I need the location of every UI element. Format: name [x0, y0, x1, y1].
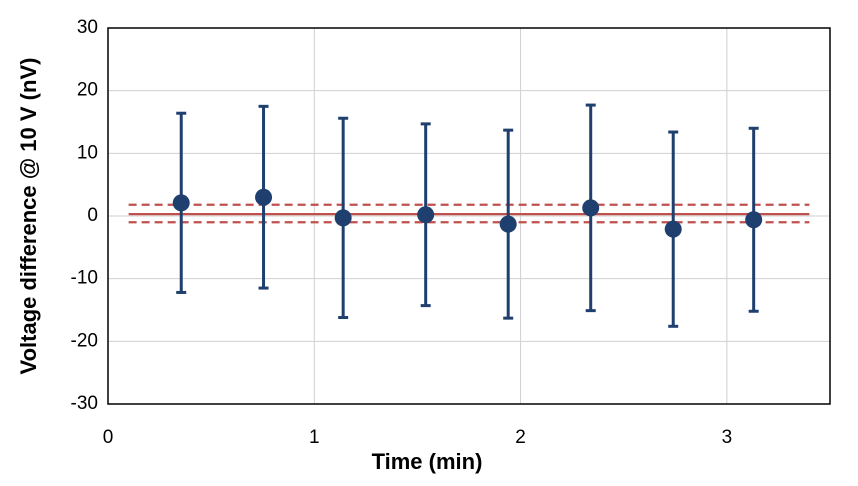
- plot-border: [107, 27, 831, 405]
- point: [334, 209, 352, 227]
- x-tick-label: 2: [515, 427, 526, 448]
- y-tick-label: 30: [77, 17, 98, 38]
- x-tick-label: 0: [103, 427, 114, 448]
- y-tick-label: -10: [71, 268, 98, 289]
- point: [172, 194, 190, 212]
- point: [499, 215, 517, 233]
- x-tick-label: 1: [309, 427, 320, 448]
- y-tick-label: 10: [77, 142, 98, 163]
- y-tick-label: -30: [71, 393, 98, 414]
- x-axis-label: Time (min): [372, 449, 483, 474]
- x-tick-label: 3: [722, 427, 733, 448]
- y-tick-label: 20: [77, 80, 98, 101]
- point: [582, 199, 600, 217]
- point: [745, 211, 763, 229]
- y-axis-label: Voltage difference @ 10 V (nV): [16, 58, 41, 375]
- y-tick-label: -20: [71, 330, 98, 351]
- y-tick-label: 0: [87, 205, 98, 226]
- point: [664, 220, 682, 238]
- point: [417, 206, 435, 224]
- point: [255, 188, 273, 206]
